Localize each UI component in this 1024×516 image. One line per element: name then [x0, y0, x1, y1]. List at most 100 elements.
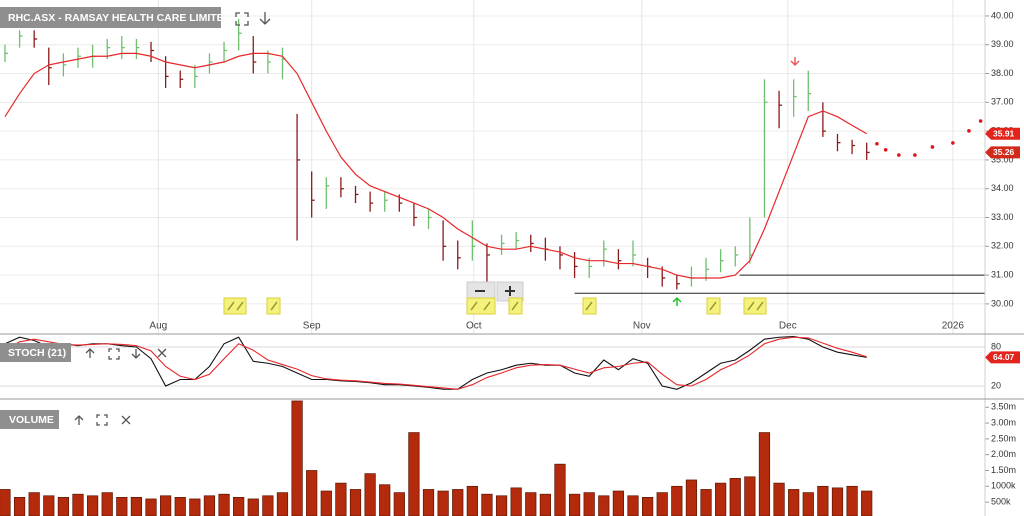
indicator-controls[interactable] — [85, 348, 167, 360]
volume-bar — [437, 490, 449, 516]
moving-average — [4, 52, 867, 279]
volume-bar — [788, 489, 800, 516]
volume-bar — [276, 492, 289, 516]
price-tag — [985, 146, 1020, 159]
x-tick-label: Nov — [633, 321, 651, 332]
volume-bar — [831, 487, 844, 516]
stochastic-line — [4, 336, 867, 390]
volume-bar — [539, 493, 551, 516]
volume-bar — [598, 495, 610, 516]
volume-bar — [729, 478, 741, 516]
volume-bar — [247, 498, 259, 516]
x-tick-label: Aug — [149, 321, 167, 332]
y-tick-label: 1.50m — [991, 465, 1016, 475]
price-tag — [985, 351, 1020, 364]
volume-bar — [101, 492, 113, 516]
volume-bar — [0, 489, 11, 516]
y-tick-label: 33.00 — [991, 212, 1014, 222]
volume-bar — [495, 495, 508, 516]
volume-bar — [671, 485, 683, 516]
volume-bar — [28, 492, 40, 516]
volume-bar — [642, 497, 654, 516]
volume-bar — [481, 493, 493, 516]
forecast-dot — [883, 148, 888, 152]
volume-bar — [554, 463, 566, 516]
volume-bar — [685, 479, 698, 516]
volume-bar — [130, 497, 143, 516]
title-box — [0, 410, 59, 429]
volume-bar — [306, 470, 318, 516]
volume-bar — [583, 492, 595, 516]
forecast-dot — [978, 119, 983, 123]
expand-icon[interactable] — [235, 12, 249, 26]
volume-bar — [802, 492, 814, 516]
volume-bar — [525, 492, 537, 516]
chart-title: RHC.ASX - RAMSAY HEALTH CARE LIMITED — [8, 12, 232, 24]
forecast-dot — [913, 153, 917, 157]
volume-bar — [758, 432, 771, 516]
y-tick-label: 38.00 — [991, 68, 1014, 78]
stochastic-line — [4, 336, 867, 390]
y-tick-label: 80 — [991, 341, 1001, 351]
title-box — [0, 7, 221, 28]
volume-bar — [364, 473, 376, 516]
volume-bar — [715, 482, 727, 516]
y-tick-label: 37.00 — [991, 97, 1014, 107]
y-tick-label: 2.50m — [991, 433, 1016, 443]
volume-bar — [262, 495, 274, 516]
y-tick-label: 35.00 — [991, 154, 1014, 164]
price-tag-label: 64.07 — [993, 352, 1015, 362]
volume-bar — [203, 495, 216, 516]
forecast-dot — [897, 153, 901, 157]
flag-pencils — [227, 301, 764, 311]
x-tick-label: Sep — [303, 321, 321, 332]
volume-bar — [846, 485, 858, 516]
volume-bar — [160, 495, 172, 516]
volume-bar — [335, 482, 347, 516]
price-tag-label: 35.91 — [993, 128, 1015, 138]
forecast-dot — [930, 145, 935, 149]
volume-bar — [744, 476, 756, 516]
price-tag — [985, 127, 1020, 140]
y-tick-label: 500k — [991, 496, 1011, 506]
volume-bar — [568, 493, 581, 516]
title-box — [0, 343, 71, 362]
volume-bar — [452, 489, 464, 516]
volume-bar — [379, 484, 391, 516]
y-tick-label: 3.00m — [991, 417, 1016, 427]
volume-bar — [72, 493, 84, 516]
volume-bar — [700, 489, 712, 516]
volume-bar — [13, 497, 26, 516]
volume-bar — [627, 495, 639, 516]
volume-bar — [408, 432, 420, 516]
volume-bar — [773, 482, 785, 516]
y-tick-label: 30.00 — [991, 298, 1014, 308]
volume-bar — [43, 495, 55, 516]
volume-bar — [233, 497, 245, 516]
price-tag-label: 35.26 — [993, 147, 1015, 157]
volume-bar — [861, 490, 873, 516]
y-tick-label: 39.00 — [991, 39, 1014, 49]
y-tick-label: 40.00 — [991, 10, 1014, 20]
grid-layer — [0, 0, 989, 503]
forecast-dot — [967, 129, 971, 133]
y-tick-label: 3.50m — [991, 402, 1016, 412]
volume-bar — [86, 495, 99, 516]
volume-bar — [116, 497, 128, 516]
collapse-icon[interactable] — [259, 12, 271, 25]
volume-bar — [145, 498, 157, 516]
y-tick-label: 1000k — [991, 481, 1016, 491]
x-tick-label: Dec — [779, 321, 797, 332]
sell-signal — [790, 57, 800, 67]
volume-bar — [349, 489, 362, 516]
volume-bar — [422, 489, 435, 516]
volume-bar — [817, 485, 829, 516]
volume-bar — [174, 497, 186, 516]
y-tick-label: 31.00 — [991, 269, 1014, 279]
y-tick-label: 2.00m — [991, 449, 1016, 459]
volume-bar — [320, 490, 332, 516]
y-tick-label: 34.00 — [991, 183, 1014, 193]
indicator-controls[interactable] — [74, 414, 131, 426]
